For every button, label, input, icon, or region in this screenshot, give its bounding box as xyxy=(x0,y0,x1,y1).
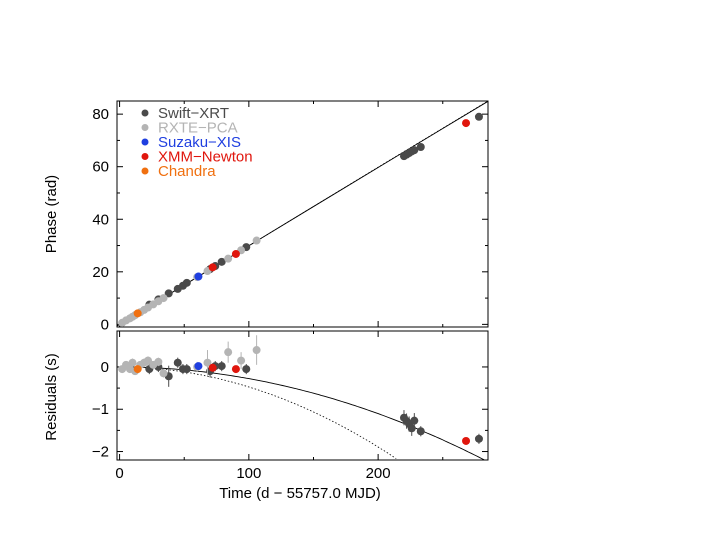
residual-point-swift-xrt xyxy=(242,365,251,374)
phase-point-xmm-newton xyxy=(208,263,217,272)
legend-marker xyxy=(141,138,149,146)
phase-y-tick-label: 20 xyxy=(92,264,109,281)
phase-point-xmm-newton xyxy=(462,119,471,128)
residuals-y-tick-label: −2 xyxy=(92,444,109,461)
phase-point-swift-xrt xyxy=(217,257,226,266)
phase-point-rxte-pca xyxy=(159,294,168,303)
phase-point-suzaku-xis xyxy=(194,272,203,281)
legend-label: RXTE−PCA xyxy=(158,120,238,137)
phase-y-tick-label: 40 xyxy=(92,211,109,228)
residual-point-chandra xyxy=(133,365,142,374)
residual-point-rxte-pca xyxy=(203,358,212,367)
phase-panel: 0 20 40 60 80 Swift−XRTRXTE−PCASuzaku−XISXMM… xyxy=(43,100,489,333)
residual-point-rxte-pca xyxy=(252,346,261,355)
legend-label: Chandra xyxy=(158,163,216,180)
residuals-x-tick-label: 200 xyxy=(366,465,391,482)
residual-point-rxte-pca xyxy=(128,358,137,367)
residual-point-swift-xrt xyxy=(182,365,191,374)
legend-label: XMM−Newton xyxy=(158,149,253,166)
residuals-plot-frame xyxy=(116,330,489,461)
phase-plot-frame xyxy=(116,100,489,328)
residuals-y-tick-label: 0 xyxy=(101,359,109,376)
legend-marker xyxy=(141,124,149,131)
residual-point-suzaku-xis xyxy=(194,362,203,371)
legend-marker xyxy=(141,109,149,117)
residuals-y-tick-label: −1 xyxy=(92,401,109,418)
phase-y-tick-label: 80 xyxy=(92,106,109,123)
residuals-axis-ticks: −2 −1 0 0 100 200 xyxy=(92,331,488,482)
phase-axis-ticks: 0 20 40 60 80 xyxy=(92,101,488,333)
residual-point-swift-xrt xyxy=(416,427,425,436)
phase-point-xmm-newton xyxy=(231,249,240,258)
legend-label: Swift−XRT xyxy=(158,105,229,122)
residual-point-swift-xrt xyxy=(474,434,483,443)
residuals-panel: −2 −1 0 0 100 200 Residuals (s) Time (d − 557… xyxy=(43,330,489,502)
phase-y-tick-label: 0 xyxy=(101,316,109,333)
residuals-x-tick-label: 100 xyxy=(236,465,261,482)
residual-point-swift-xrt xyxy=(217,362,226,371)
residual-point-xmm-newton xyxy=(208,363,217,372)
legend-marker xyxy=(141,153,149,160)
phase-y-tick-label: 60 xyxy=(92,159,109,176)
x-axis-label: Time (d − 55757.0 MJD) xyxy=(219,485,381,502)
phase-point-rxte-pca xyxy=(224,254,233,263)
residual-point-rxte-pca xyxy=(224,348,233,357)
residual-point-swift-xrt xyxy=(410,416,419,425)
residual-point-swift-xrt xyxy=(173,358,182,367)
residuals-model-curve-solid xyxy=(117,366,485,461)
residual-point-rxte-pca xyxy=(159,369,168,378)
phase-point-swift-xrt xyxy=(164,289,173,298)
residual-point-rxte-pca xyxy=(154,357,163,366)
residuals-y-axis-label: Residuals (s) xyxy=(43,353,60,441)
residuals-data-points xyxy=(118,335,483,445)
legend-marker xyxy=(141,167,149,175)
phase-point-chandra xyxy=(133,309,142,318)
legend-label: Suzaku−XIS xyxy=(158,134,241,151)
phase-point-swift-xrt xyxy=(416,142,425,151)
phase-point-swift-xrt xyxy=(182,278,191,287)
phase-data-points xyxy=(118,112,483,327)
phase-y-axis-label: Phase (rad) xyxy=(43,175,60,253)
residuals-model-curve-dotted xyxy=(117,366,397,459)
legend: Swift−XRTRXTE−PCASuzaku−XISXMM−NewtonCha… xyxy=(141,105,253,180)
residual-point-xmm-newton xyxy=(231,365,240,374)
phase-point-swift-xrt xyxy=(474,112,483,121)
phase-point-swift-xrt xyxy=(410,146,419,155)
residual-point-swift-xrt xyxy=(407,424,416,433)
residual-point-xmm-newton xyxy=(462,436,471,445)
residuals-model-curves xyxy=(117,366,485,461)
phase-point-rxte-pca xyxy=(252,236,261,245)
residual-point-rxte-pca xyxy=(237,356,246,365)
residuals-x-tick-label: 0 xyxy=(115,465,123,482)
